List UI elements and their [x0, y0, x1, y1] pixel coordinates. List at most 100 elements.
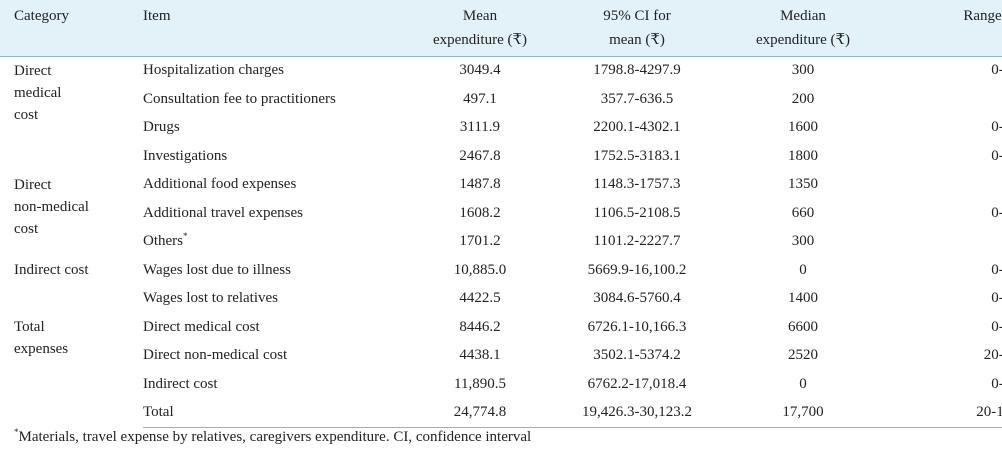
category-label-line: medical — [14, 84, 62, 101]
median-cell: 2520 — [788, 347, 818, 364]
mean-cell: 8446.2 — [459, 318, 501, 335]
mean-cell: 3049.4 — [459, 62, 501, 79]
footnote-marker: * — [14, 427, 19, 437]
item-cell: Indirect cost — [143, 370, 414, 399]
ci-cell: 2200.1-4302.1 — [593, 119, 681, 136]
mean-cell: 4422.5 — [459, 290, 501, 307]
mean-cell: 3111.9 — [459, 119, 501, 136]
item-footnote-marker: * — [183, 231, 188, 242]
ci-cell: 19,426.3-30,123.2 — [546, 398, 728, 428]
mean-cell: 10,885.0 — [453, 261, 507, 278]
header-range: Range (₹) — [878, 0, 1002, 57]
footnote-text: Materials, travel expense by relatives, … — [18, 429, 532, 445]
table-row: Investigations 2467.8 1752.5-3183.1 1800 0-1… — [0, 142, 1002, 171]
mean-cell: 11,890.5 — [454, 375, 506, 392]
table-row: Total expenses Direct medical cost 8446.2 67… — [0, 313, 1002, 357]
range-cell: 0-18,500 — [991, 147, 1002, 164]
median-cell: 1350 — [788, 176, 818, 193]
range-cell: 0-22,500 — [991, 290, 1002, 307]
mean-cell: 2467.8 — [459, 147, 501, 164]
median-cell: 200 — [791, 90, 815, 107]
table-row: Direct medical cost Hospitalization charges… — [0, 56, 1002, 122]
item-label: Wages lost to relatives — [143, 290, 279, 307]
range-cell: 0-5000 — [878, 171, 1002, 200]
median-cell: 17,700 — [728, 398, 878, 428]
category-label-line: Direct — [14, 62, 52, 79]
table-row: Indirect cost 11,890.5 6762.2-17,018.4 0 0-9… — [0, 370, 1002, 399]
header-median-line2: expenditure (₹) — [755, 32, 851, 48]
ci-cell: 1752.5-3183.1 — [593, 147, 681, 164]
item-cell: Investigations — [143, 142, 414, 171]
median-cell: 1400 — [788, 290, 818, 307]
range-cell: 20-104,682 — [878, 398, 1002, 428]
ci-cell: 6762.2-17,018.4 — [587, 375, 687, 392]
category-cell: Direct medical cost — [0, 56, 143, 171]
header-row: Category Item Mean expenditure (₹) 95% C… — [0, 0, 1002, 57]
header-mean: Mean expenditure (₹) — [414, 0, 546, 57]
item-label: Total — [143, 404, 174, 421]
mean-cell: 24,774.8 — [414, 398, 546, 428]
item-cell: Consultation fee to practitioners — [143, 85, 414, 114]
item-cell: Drugs — [143, 114, 414, 143]
item-cell: Total — [143, 398, 414, 428]
median-cell: 660 — [791, 204, 815, 221]
mean-cell: 1487.8 — [459, 176, 501, 193]
range-cell: 0-90,000 — [991, 375, 1002, 392]
footnote: *Materials, travel expense by relatives,… — [14, 427, 531, 447]
category-label-line: Direct — [14, 176, 52, 193]
median-cell: 1800 — [788, 147, 818, 164]
median-cell: 300 — [791, 233, 815, 250]
item-cell: Wages lost to relatives — [143, 285, 414, 314]
header-median: Median expenditure (₹) — [728, 0, 878, 57]
ci-cell: 1148.3-1757.3 — [593, 176, 681, 193]
header-ci-line1: 95% CI for — [603, 8, 671, 24]
category-cell: Indirect cost — [0, 256, 143, 313]
item-cell: Wages lost due to illness — [143, 256, 414, 285]
item-cell: Others* — [143, 228, 414, 257]
ci-cell: 1106.5-2108.5 — [593, 204, 681, 221]
category-cell: Direct non-medical cost — [0, 171, 143, 257]
item-label: Direct non-medical cost — [143, 347, 288, 364]
ci-cell: 1798.8-4297.9 — [593, 62, 681, 79]
ci-cell: 357.7-636.5 — [600, 90, 674, 107]
header-median-line1: Median — [780, 8, 826, 24]
ci-cell: 3502.1-5374.2 — [593, 347, 681, 364]
median-cell: 1600 — [788, 119, 818, 136]
median-cell: 0 — [799, 261, 807, 278]
median-cell: 6600 — [788, 318, 818, 335]
item-cell: Additional food expenses — [143, 171, 414, 200]
item-cell: Additional travel expenses — [143, 199, 414, 228]
header-ci: 95% CI for mean (₹) — [546, 0, 728, 57]
range-cell: 0-12,300 — [991, 204, 1002, 221]
category-label-line: cost — [14, 220, 39, 237]
item-cell: Direct medical cost — [143, 313, 414, 342]
range-cell: 20-19,700 — [983, 347, 1002, 364]
ci-cell: 6726.1-10,166.3 — [587, 318, 687, 335]
expenditure-table: Category Item Mean expenditure (₹) 95% C… — [0, 0, 1002, 428]
item-cell: Direct non-medical cost — [143, 342, 414, 371]
item-label: Direct medical cost — [143, 318, 260, 335]
header-ci-line2: mean (₹) — [609, 32, 665, 48]
table-body: Direct medical cost Hospitalization charges… — [0, 56, 1002, 428]
header-mean-line2: expenditure (₹) — [432, 32, 528, 48]
item-cell: Hospitalization charges — [143, 56, 414, 85]
range-cell: 0-20,000 — [991, 119, 1002, 136]
header-item: Item — [143, 0, 414, 57]
ci-cell: 1101.2-2227.7 — [593, 233, 681, 250]
header-range-label: Range (₹) — [963, 8, 1002, 24]
table-row: Indirect cost Wages lost due to illness 10… — [0, 256, 1002, 285]
mean-cell: 497.1 — [463, 90, 497, 107]
item-label: Drugs — [143, 119, 180, 136]
item-label: Additional food expenses — [143, 176, 297, 193]
item-label: Others — [143, 233, 183, 250]
item-label: Consultation fee to practitioners — [143, 90, 336, 107]
table-header: Category Item Mean expenditure (₹) 95% C… — [0, 0, 1002, 57]
item-label: Indirect cost — [143, 375, 218, 392]
median-cell: 300 — [791, 62, 815, 79]
table-row: Total 24,774.8 19,426.3-30,123.2 17,700 20-1… — [0, 398, 1002, 428]
median-cell: 0 — [799, 375, 807, 392]
table-row: Direct non-medical cost 4438.1 3502.1-5374… — [0, 342, 1002, 371]
